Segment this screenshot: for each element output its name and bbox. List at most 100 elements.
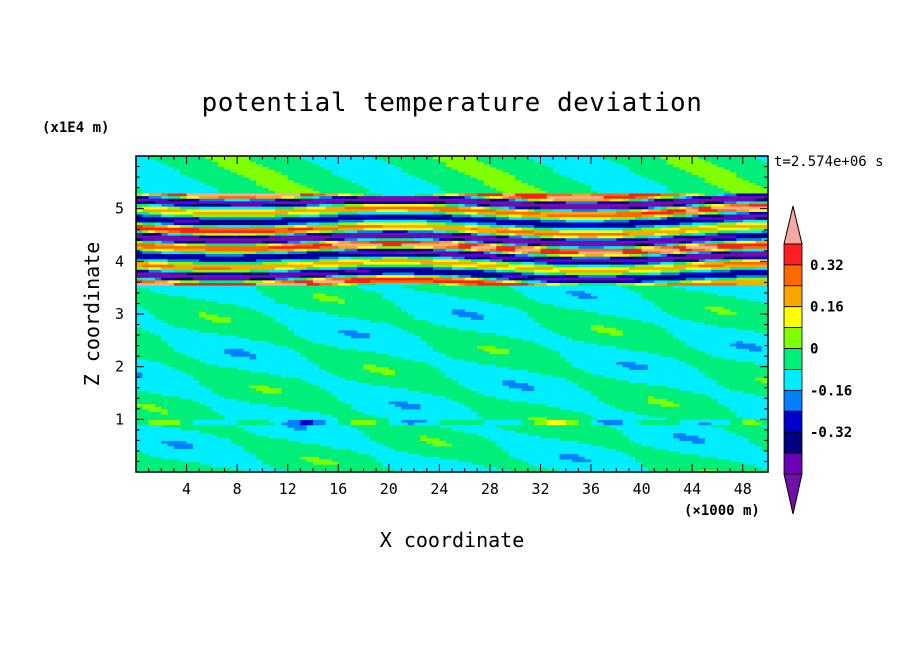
contour-cell xyxy=(559,437,567,441)
contour-cell xyxy=(730,356,737,360)
contour-cell xyxy=(603,458,611,463)
contour-cell xyxy=(167,398,175,402)
contour-cell xyxy=(685,456,693,460)
contour-cell xyxy=(628,432,636,436)
contour-cell xyxy=(262,350,270,355)
contour-cell xyxy=(388,450,396,455)
contour-cell xyxy=(401,411,409,415)
contour-cell xyxy=(420,419,428,423)
contour-cell xyxy=(477,387,485,391)
contour-cell xyxy=(262,453,270,457)
contour-cell xyxy=(148,443,156,447)
contour-cell xyxy=(546,419,554,423)
contour-cell xyxy=(167,361,175,365)
contour-cell xyxy=(673,411,681,415)
contour-cell xyxy=(584,427,592,431)
contour-cell xyxy=(401,448,409,452)
contour-cell xyxy=(704,406,712,410)
contour-cell xyxy=(268,435,276,439)
contour-cell xyxy=(622,403,630,407)
contour-cell xyxy=(414,453,421,457)
contour-cell xyxy=(749,432,756,436)
contour-cell xyxy=(281,382,289,386)
contour-cell xyxy=(344,427,352,431)
contour-cell xyxy=(464,398,472,402)
contour-cell xyxy=(382,398,390,402)
contour-cell xyxy=(610,429,617,434)
contour-cell xyxy=(698,379,706,384)
contour-cell xyxy=(256,456,263,460)
contour-cell xyxy=(414,414,421,418)
contour-cell xyxy=(704,348,712,352)
contour-cell xyxy=(711,358,719,362)
contour-cell xyxy=(199,456,207,460)
contour-cell xyxy=(230,443,238,447)
contour-cell xyxy=(736,406,744,410)
contour-cell xyxy=(142,456,150,460)
contour-cell xyxy=(502,458,510,463)
contour-cell xyxy=(256,411,263,415)
contour-cell xyxy=(148,387,156,391)
contour-cell xyxy=(540,400,548,405)
contour-cell xyxy=(186,448,194,452)
contour-cell xyxy=(597,411,605,415)
contour-cell xyxy=(344,393,352,397)
contour-cell xyxy=(325,366,333,370)
contour-cell xyxy=(761,382,768,386)
contour-cell xyxy=(717,469,725,472)
contour-cell xyxy=(376,437,384,441)
contour-cell xyxy=(654,371,662,376)
contour-cell xyxy=(534,466,542,470)
contour-cell xyxy=(521,387,529,391)
contour-cell xyxy=(730,432,737,436)
contour-cell xyxy=(603,358,611,362)
contour-cell xyxy=(300,398,308,402)
contour-cell xyxy=(489,435,497,439)
contour-cell xyxy=(237,387,245,391)
contour-cell xyxy=(521,421,529,426)
contour-cell xyxy=(262,371,270,376)
contour-cell xyxy=(148,408,156,413)
contour-cell xyxy=(660,385,668,389)
contour-cell xyxy=(325,440,333,444)
contour-cell xyxy=(742,348,750,352)
contour-cell xyxy=(749,445,756,449)
contour-cell xyxy=(256,374,263,378)
contour-cell xyxy=(154,348,162,352)
contour-cell xyxy=(610,400,617,405)
contour-cell xyxy=(755,419,763,423)
contour-cell xyxy=(205,458,213,463)
contour-cell xyxy=(578,364,586,368)
contour-cell xyxy=(439,448,447,452)
contour-cell xyxy=(698,429,706,434)
contour-cell xyxy=(527,408,535,413)
contour-cell xyxy=(294,390,301,394)
contour-cell xyxy=(237,390,245,394)
contour-cell xyxy=(237,461,245,465)
contour-cell xyxy=(717,450,725,455)
contour-cell xyxy=(395,437,403,441)
contour-cell xyxy=(142,437,150,441)
contour-cell xyxy=(199,432,207,436)
contour-cell xyxy=(515,453,523,457)
contour-cell xyxy=(489,443,497,447)
contour-cell xyxy=(704,414,712,418)
contour-cell xyxy=(275,450,282,455)
contour-cell xyxy=(382,366,390,370)
contour-cell xyxy=(281,374,289,378)
contour-cell xyxy=(294,453,301,457)
contour-cell xyxy=(325,382,333,386)
contour-cell xyxy=(521,361,529,365)
contour-cell xyxy=(300,414,308,418)
contour-cell xyxy=(180,348,188,352)
contour-cell xyxy=(243,448,251,452)
contour-cell xyxy=(692,411,700,415)
contour-cell xyxy=(420,358,428,362)
contour-cell xyxy=(647,350,655,355)
contour-cell xyxy=(628,353,636,357)
contour-cell xyxy=(704,366,712,370)
contour-cell xyxy=(736,429,744,434)
contour-cell xyxy=(376,464,384,468)
contour-cell xyxy=(382,400,390,405)
contour-cell xyxy=(527,369,535,373)
